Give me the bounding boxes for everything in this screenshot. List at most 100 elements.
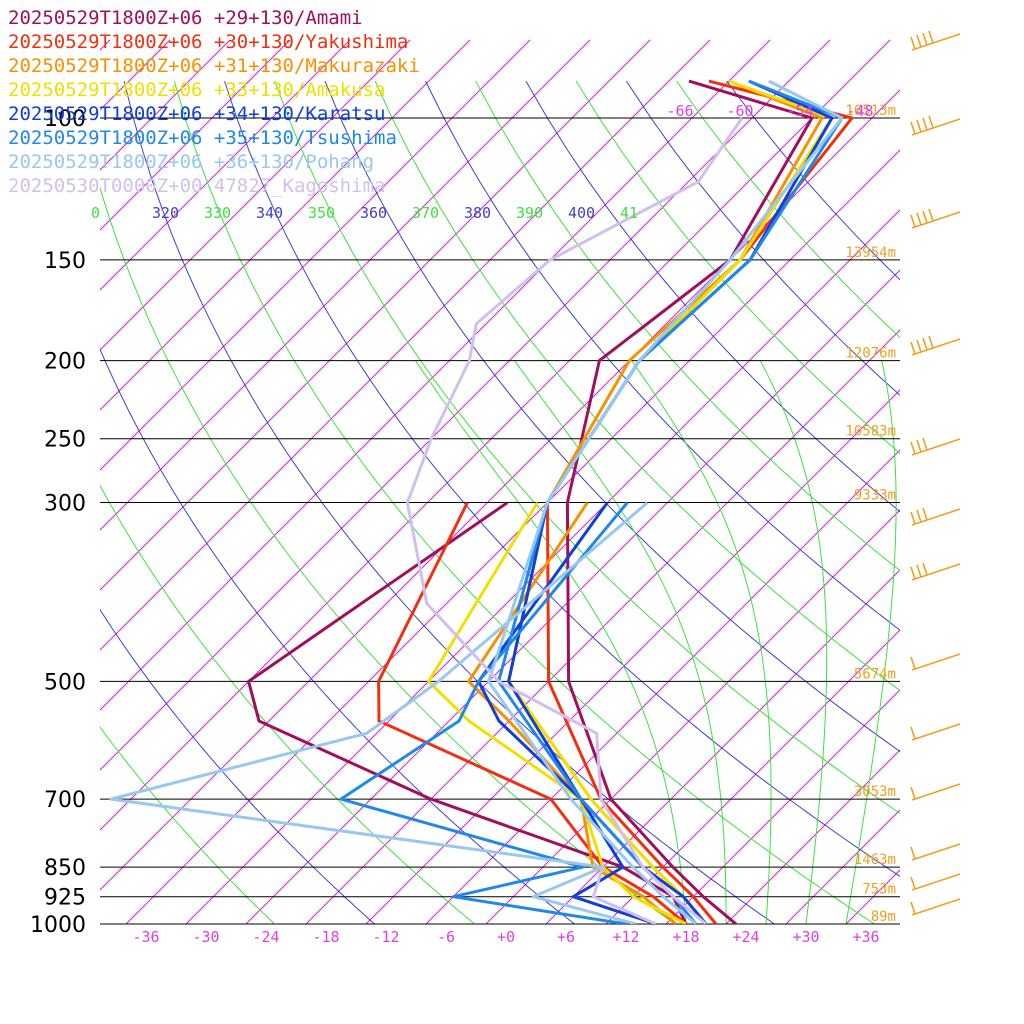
dry-adiabat-line [100, 726, 275, 924]
wind-barb [910, 723, 961, 741]
legend-entry: 20250530T0000Z+00 47827_Kagoshima [8, 175, 386, 197]
isotherm-line [305, 329, 900, 924]
height-label: 753m [862, 882, 896, 898]
height-label: 1463m [854, 852, 896, 868]
moist-adiabat-line [845, 360, 897, 924]
isobar-lines [100, 117, 900, 925]
isotherm-line [100, 39, 651, 591]
theta-label: 330 [204, 204, 231, 222]
isotherm-line [966, 40, 1024, 924]
pressure-label: 200 [44, 350, 86, 375]
height-label: 10583m [845, 424, 896, 440]
isotherm-line [100, 39, 291, 231]
isotherm-line [425, 449, 900, 924]
dry-adiabat-line [100, 608, 375, 924]
isotherm-line [100, 39, 411, 351]
isotherm-top-label: -54 [786, 102, 813, 120]
isotherm-line [785, 809, 900, 924]
wind-barb [910, 562, 961, 581]
temperature-tick-label: -24 [252, 928, 279, 946]
dry-adiabat-line [525, 80, 900, 513]
moist-adiabat-line [631, 360, 772, 924]
height-label: 89m [871, 909, 896, 925]
wind-barb [910, 30, 961, 51]
dry-adiabat-line [324, 80, 900, 753]
wind-barb [910, 898, 961, 916]
isotherm-top-label: -66 [666, 102, 693, 120]
isotherm-line [485, 509, 900, 924]
wind-barb [910, 507, 961, 526]
temperature-tick-label: -30 [192, 928, 219, 946]
theta-label: 0 [91, 204, 100, 222]
isotherm-line [605, 629, 900, 924]
isotherm-line [365, 389, 900, 924]
theta-label: 320 [152, 204, 179, 222]
height-label: 9333m [854, 488, 896, 504]
pressure-label: 925 [44, 886, 86, 911]
legend-entry: 20250529T1800Z+06 +30+130/Yakushima [8, 31, 408, 53]
isotherm-line [100, 39, 351, 291]
theta-label: 390 [516, 204, 543, 222]
wind-barb [910, 873, 961, 891]
isotherm-line [906, 40, 1024, 924]
pressure-label: 700 [44, 788, 86, 813]
height-label: 13954m [845, 245, 896, 261]
theta-label: 41 [620, 204, 638, 222]
dry-adiabat-line [475, 80, 900, 572]
temperature-tick-label: +0 [497, 928, 515, 946]
height-label: 5674m [854, 666, 896, 682]
dry-adiabat-line [374, 80, 900, 692]
temperature-tick-label: +12 [612, 928, 639, 946]
series-profiles [109, 79, 854, 924]
temperature-tick-label: +24 [732, 928, 759, 946]
dewpoint-profile [377, 501, 687, 924]
height-label: 12076m [845, 346, 896, 362]
temperature-profile [565, 79, 814, 924]
dry-adiabat-line [425, 80, 900, 631]
height-label: 3053m [854, 784, 896, 800]
theta-label: 400 [568, 204, 595, 222]
dewpoint-profile [339, 501, 629, 924]
wind-barb [910, 208, 961, 229]
isotherm-line [100, 39, 771, 711]
theta-label: 340 [256, 204, 283, 222]
theta-label: 360 [360, 204, 387, 222]
dry-adiabat-line [224, 80, 900, 878]
temperature-profile [487, 79, 844, 924]
isotherm-line [545, 569, 900, 924]
pressure-label: 300 [44, 492, 86, 517]
temperature-tick-label: +30 [792, 928, 819, 946]
theta-label: 380 [464, 204, 491, 222]
wind-barbs [910, 30, 961, 916]
wind-barb [910, 783, 961, 801]
dry-adiabat-line [100, 347, 575, 924]
temperature-tick-label: +6 [557, 928, 575, 946]
pressure-label: 150 [44, 249, 86, 274]
isotherm-line [100, 39, 711, 651]
temperature-tick-label: -6 [437, 928, 455, 946]
legend-entry: 20250529T1800Z+06 +35+130/Tsushima [8, 127, 397, 149]
moist-adiabat-line [759, 360, 828, 924]
theta-label: 370 [412, 204, 439, 222]
isotherm-line [100, 89, 900, 891]
temperature-profile [507, 79, 834, 924]
temperature-tick-label: -36 [132, 928, 159, 946]
isotherm-line [100, 39, 471, 411]
wind-barb [910, 653, 961, 671]
pressure-label: 100 [44, 107, 86, 132]
isotherm-line [100, 39, 891, 831]
legend-entry: 20250529T1800Z+06 +34+130/Karatsu [8, 103, 386, 125]
pressure-label: 500 [44, 670, 86, 695]
legend-entry: 20250529T1800Z+06 +33+130/Amakusa [8, 79, 386, 101]
legend-entry: 20250529T1800Z+06 +36+130/Pohang [8, 151, 374, 173]
wind-barb [910, 115, 961, 136]
pressure-label: 850 [44, 856, 86, 881]
isotherm-line [100, 39, 531, 471]
isotherm-line [185, 209, 900, 924]
temperature-tick-label: +36 [852, 928, 879, 946]
temperature-tick-label: -18 [312, 928, 339, 946]
isotherm-top-label: -60 [726, 102, 753, 120]
dry-adiabat-line [173, 80, 875, 924]
